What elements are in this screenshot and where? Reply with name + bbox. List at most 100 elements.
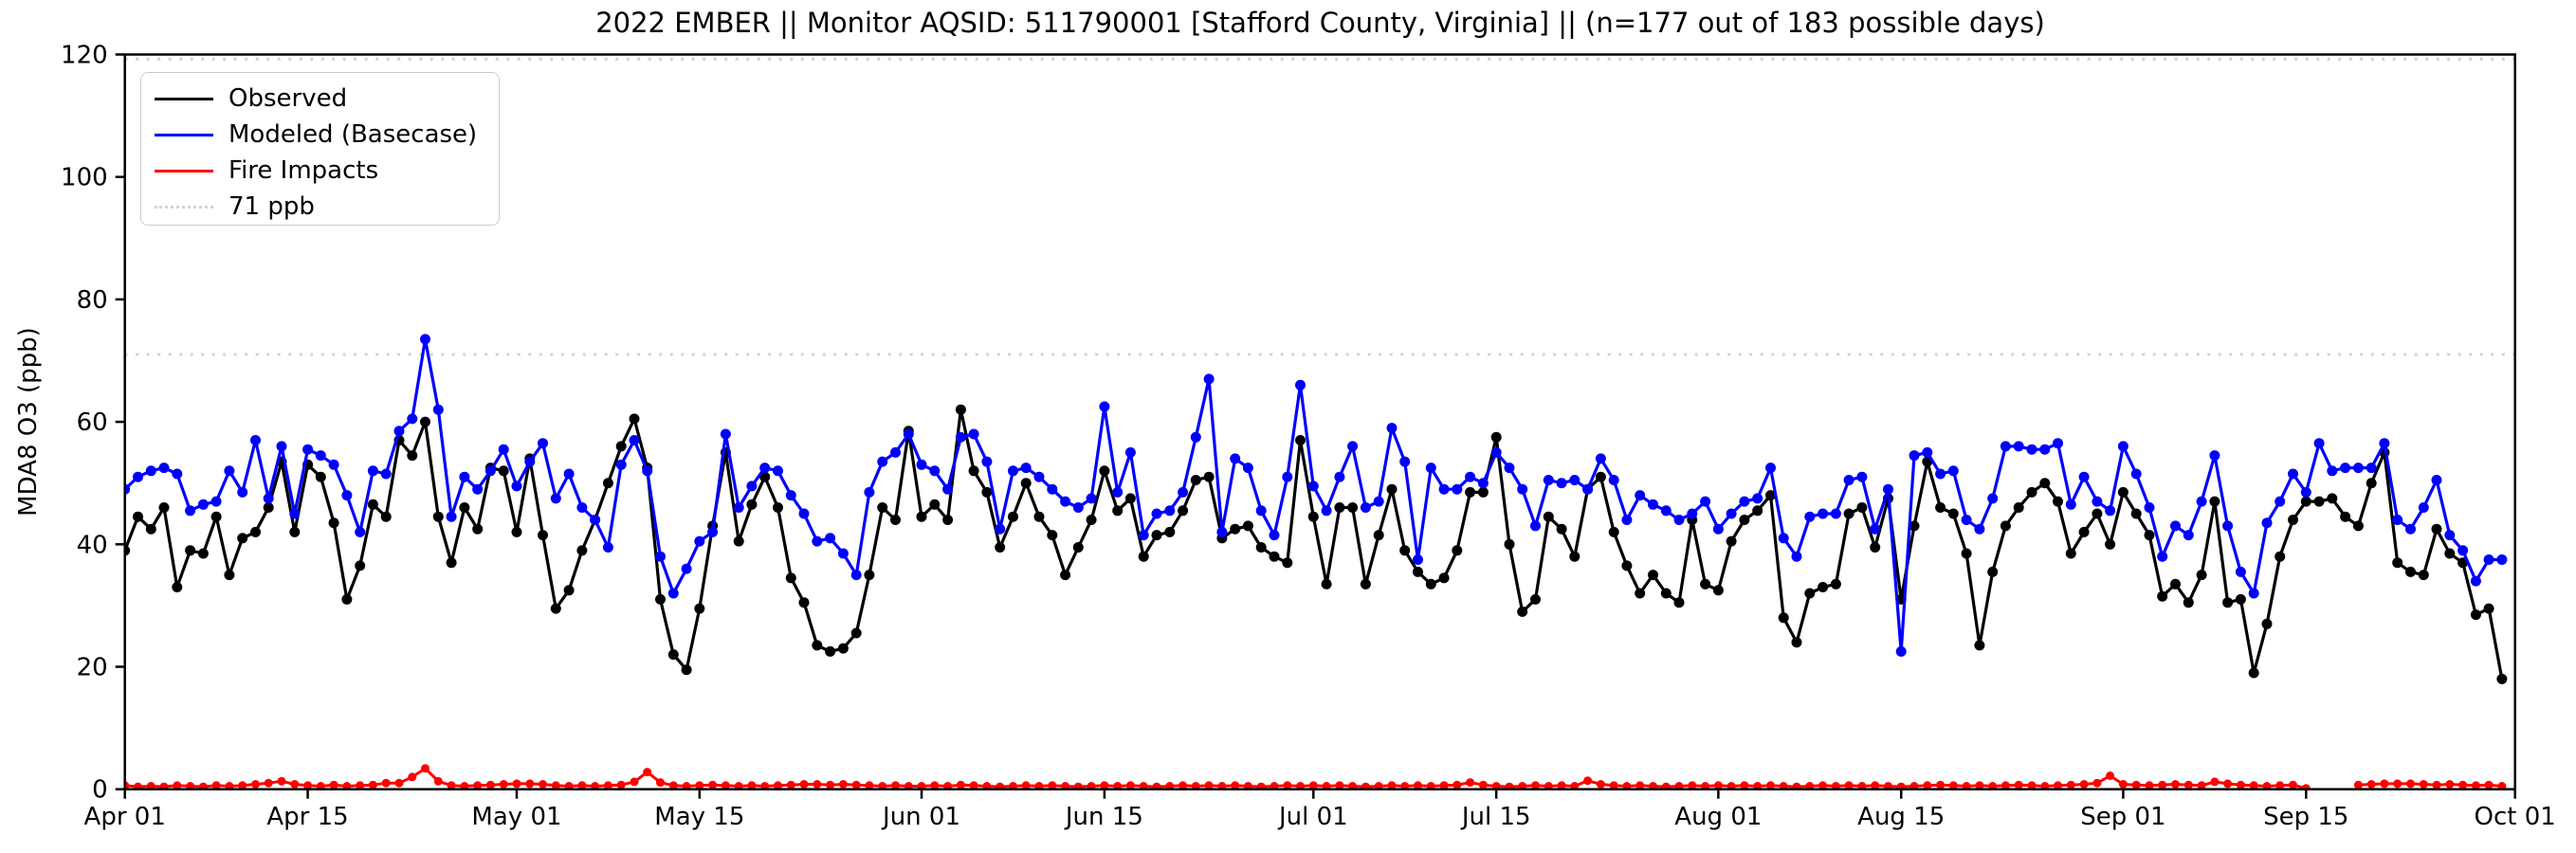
modeled-marker	[172, 468, 183, 480]
observed-marker	[1791, 637, 1802, 648]
fire-marker	[499, 780, 508, 789]
x-tick-label: Apr 15	[266, 803, 348, 831]
fire-marker	[2484, 780, 2494, 789]
fire-marker	[774, 781, 782, 789]
fire-marker	[1283, 781, 1292, 789]
observed-marker	[1569, 551, 1580, 562]
observed-marker	[1660, 588, 1672, 599]
modeled-marker	[1008, 465, 1018, 477]
modeled-marker	[145, 465, 156, 477]
fire-marker	[1217, 782, 1227, 789]
observed-marker	[1947, 508, 1959, 519]
observed-marker	[1712, 585, 1724, 596]
observed-marker	[1033, 511, 1045, 522]
modeled-marker	[1909, 450, 1920, 462]
y-tick-label: 120	[61, 42, 108, 70]
modeled-marker	[1020, 463, 1032, 474]
legend-label: Observed	[228, 84, 348, 113]
fire-marker	[2497, 782, 2507, 789]
observed-marker	[1778, 612, 1789, 624]
observed-line-sample	[155, 97, 213, 100]
observed-marker	[1124, 493, 1136, 504]
x-tick-label: Jul 15	[1460, 803, 1531, 831]
modeled-marker	[367, 465, 378, 477]
legend-label: 71 ppb	[228, 192, 315, 221]
observed-marker	[2209, 496, 2220, 507]
fire-marker	[1426, 782, 1435, 789]
observed-marker	[2275, 551, 2286, 562]
modeled-marker	[2392, 515, 2403, 525]
fire-marker	[1857, 782, 1867, 789]
modeled-marker	[667, 588, 679, 599]
modeled-marker	[1974, 523, 1985, 535]
observed-marker	[1465, 486, 1476, 498]
modeled-marker	[903, 428, 914, 440]
observed-marker	[655, 593, 666, 605]
modeled-marker	[1804, 511, 1816, 522]
observed-marker	[1086, 515, 1097, 525]
modeled-marker	[538, 438, 548, 449]
fire-marker	[1531, 781, 1540, 789]
observed-marker	[1595, 471, 1606, 482]
observed-marker	[2444, 548, 2456, 559]
observed-marker	[2000, 520, 2011, 532]
fire-marker	[799, 780, 809, 789]
modeled-marker	[328, 459, 339, 470]
modeled-marker	[1621, 515, 1633, 525]
observed-marker	[733, 535, 744, 547]
fire-marker	[173, 781, 182, 789]
modeled-marker	[2379, 438, 2390, 449]
modeled-marker	[2483, 554, 2494, 565]
x-tick-label: Oct 01	[2475, 803, 2556, 831]
observed-marker	[341, 593, 353, 605]
observed-marker	[250, 526, 261, 537]
legend-item-observed: Observed	[155, 81, 485, 117]
fire-marker	[1113, 782, 1123, 789]
modeled-marker	[2053, 438, 2063, 449]
fire-marker	[904, 782, 913, 789]
fire-marker	[1518, 782, 1527, 789]
observed-marker	[773, 502, 783, 513]
fire-marker	[891, 781, 900, 789]
fire-marker	[747, 781, 757, 789]
observed-marker	[1870, 542, 1881, 553]
observed-marker	[1856, 502, 1868, 513]
fire-marker	[1766, 781, 1775, 789]
modeled-marker	[1726, 508, 1737, 519]
fire-marker	[1570, 782, 1580, 789]
fire-marker	[539, 780, 547, 789]
fire-marker	[1583, 776, 1593, 786]
fire-marker	[1387, 781, 1397, 789]
fire-marker	[577, 781, 587, 789]
observed-marker	[1242, 520, 1253, 532]
modeled-marker	[2275, 496, 2286, 507]
observed-marker	[563, 585, 575, 596]
fire-marker	[1818, 781, 1828, 789]
legend-item-modeled: Modeled (Basecase)	[155, 117, 485, 153]
observed-marker	[367, 499, 378, 510]
observed-marker	[2222, 597, 2234, 608]
observed-marker	[550, 603, 561, 614]
fire-marker	[1165, 782, 1175, 789]
observed-marker	[1543, 511, 1554, 522]
observed-marker	[172, 582, 183, 592]
modeled-marker	[602, 542, 613, 553]
observed-marker	[759, 471, 771, 482]
fire-marker	[1948, 781, 1958, 789]
observed-marker	[1060, 570, 1071, 581]
modeled-marker	[1399, 456, 1411, 467]
fire-marker	[159, 782, 169, 789]
modeled-marker	[446, 511, 457, 522]
observed-marker	[2092, 508, 2103, 519]
fire-marker	[1348, 782, 1358, 789]
observed-marker	[511, 526, 522, 537]
fire-marker	[1466, 778, 1475, 788]
observed-series	[124, 404, 2508, 684]
y-tick-label: 20	[77, 654, 108, 682]
modeled-marker	[773, 465, 783, 477]
fire-marker	[982, 782, 992, 789]
observed-marker	[995, 542, 1006, 553]
observed-marker	[1321, 578, 1332, 590]
fire-marker	[1178, 781, 1188, 789]
fire-marker	[303, 781, 313, 789]
